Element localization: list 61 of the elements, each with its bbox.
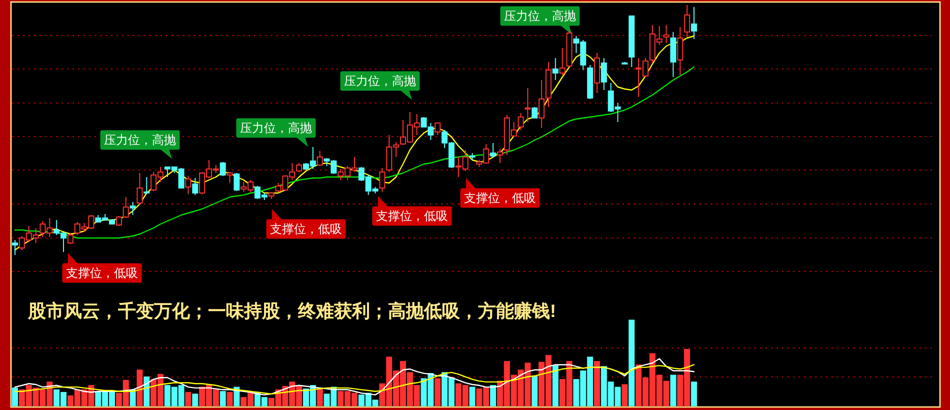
picture-callout: 压力位，高抛 — [340, 70, 420, 100]
picture-callout: 压力位，高抛 — [100, 130, 180, 159]
bar — [628, 320, 635, 406]
candlestick — [490, 142, 496, 158]
picture-callout: 压力位，高抛 — [500, 6, 580, 35]
candlestick — [691, 6, 697, 40]
bar — [185, 392, 192, 406]
picture-callout: 压力位，高抛 — [236, 118, 316, 147]
bar — [532, 376, 538, 406]
candlestick — [677, 26, 684, 76]
bar — [622, 384, 628, 406]
picture-callout: 支撑位，低吸 — [266, 209, 346, 240]
candlestick — [497, 148, 503, 164]
bar — [226, 392, 233, 406]
annotation: 股市风云，千变万化；一味持股，终难获利；高抛低吸，方能赚钱! — [27, 301, 556, 321]
candlestick — [316, 150, 323, 166]
candlestick — [670, 32, 676, 78]
picture-callout: 支撑位，低吸 — [62, 253, 142, 284]
bar — [594, 360, 600, 406]
bar — [144, 376, 150, 406]
annotation: 支撑位，低吸 — [464, 191, 536, 206]
candlestick — [144, 176, 150, 194]
candlestick — [538, 80, 545, 128]
bar — [220, 391, 226, 406]
candlestick — [67, 232, 74, 244]
candlestick — [379, 168, 386, 192]
candlestick — [12, 240, 18, 256]
candlestick — [185, 176, 192, 194]
candlestick — [524, 88, 531, 122]
candlestick — [136, 172, 143, 206]
bar — [12, 388, 18, 406]
bar — [192, 394, 198, 406]
picture-callout: 支撑位，低吸 — [460, 178, 540, 208]
candlestick — [663, 24, 670, 44]
candlestick — [532, 106, 538, 118]
candlestick — [600, 58, 607, 90]
bar — [691, 382, 697, 406]
picture-callout: 支撑位，低吸 — [372, 196, 452, 226]
bar — [469, 386, 476, 406]
bar — [136, 370, 143, 406]
annotation: 压力位，高抛 — [344, 74, 416, 88]
bar — [316, 388, 323, 406]
candlestick — [559, 48, 566, 76]
bar — [434, 378, 441, 406]
bar — [552, 365, 558, 406]
bar — [670, 374, 676, 406]
candlestick — [220, 162, 226, 176]
candlestick — [192, 178, 198, 196]
candlestick — [434, 122, 441, 136]
candlestick — [684, 4, 690, 38]
candlestick — [518, 112, 524, 130]
candlestick — [226, 172, 233, 184]
annotation: 压力位，高抛 — [104, 133, 176, 148]
candlestick — [234, 172, 240, 192]
annotation: 压力位，高抛 — [240, 121, 312, 136]
annotation: 支撑位，低吸 — [376, 209, 448, 224]
candlestick — [552, 58, 558, 80]
annotation: 支撑位，低吸 — [270, 222, 342, 236]
annotation: 压力位，高抛 — [504, 9, 576, 24]
candlestick — [130, 202, 136, 216]
bar — [490, 385, 496, 406]
